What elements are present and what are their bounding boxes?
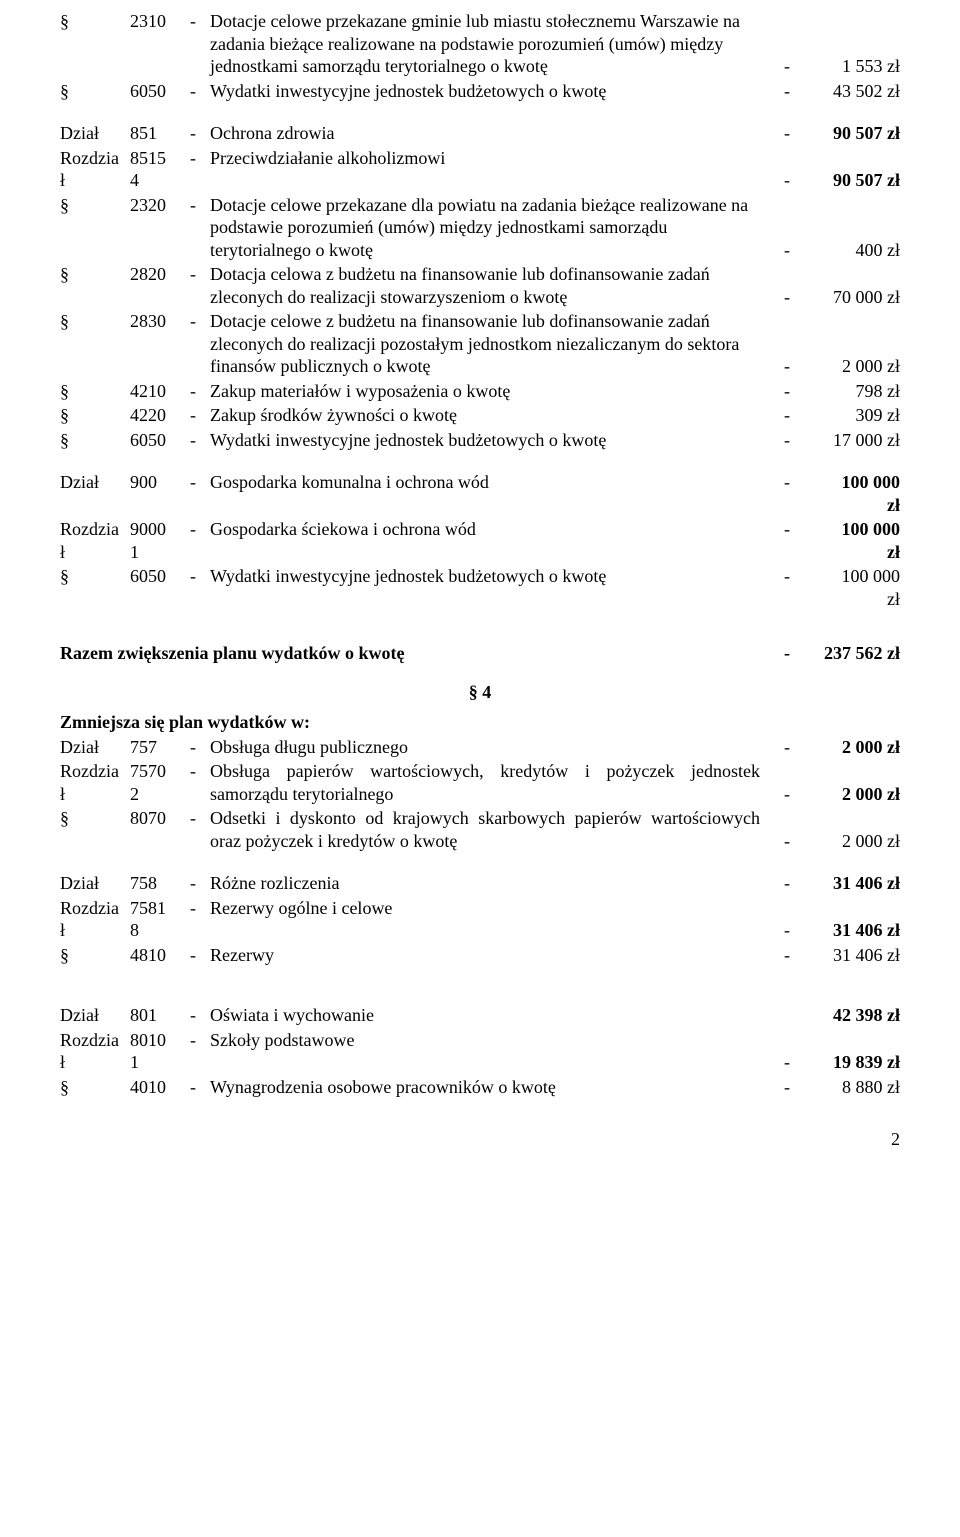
budget-row: Rozdział90001-Gospodarka ściekowa i ochr… bbox=[60, 518, 900, 563]
budget-row: §4810-Rezerwy-31 406 zł bbox=[60, 944, 900, 967]
budget-row: §4220-Zakup środków żywności o kwotę-309… bbox=[60, 404, 900, 427]
budget-row: §8070-Odsetki i dyskonto od krajowych sk… bbox=[60, 807, 900, 852]
zmniejsza-heading: Zmniejsza się plan wydatków w: bbox=[60, 711, 900, 734]
budget-row: §6050-Wydatki inwestycyjne jednostek bud… bbox=[60, 80, 900, 103]
budget-row: Rozdział75702-Obsługa papierów wartościo… bbox=[60, 760, 900, 805]
paragraph-4-heading: § 4 bbox=[60, 681, 900, 704]
budget-row: Rozdział85154-Przeciwdziałanie alkoholiz… bbox=[60, 147, 900, 192]
budget-row: Rozdział75818-Rezerwy ogólne i celowe-31… bbox=[60, 897, 900, 942]
budget-row: §6050-Wydatki inwestycyjne jednostek bud… bbox=[60, 429, 900, 452]
budget-row: Dział851-Ochrona zdrowia-90 507 zł bbox=[60, 122, 900, 145]
budget-row: §4010-Wynagrodzenia osobowe pracowników … bbox=[60, 1076, 900, 1099]
total-row: Razem zwiększenia planu wydatków o kwotę… bbox=[60, 642, 900, 665]
budget-row: Dział758-Różne rozliczenia-31 406 zł bbox=[60, 872, 900, 895]
page-number: 2 bbox=[60, 1128, 900, 1151]
budget-row: Dział757-Obsługa długu publicznego-2 000… bbox=[60, 736, 900, 759]
budget-row: Dział900-Gospodarka komunalna i ochrona … bbox=[60, 471, 900, 516]
budget-row: §2320-Dotacje celowe przekazane dla powi… bbox=[60, 194, 900, 262]
budget-row: §2830-Dotacje celowe z budżetu na finans… bbox=[60, 310, 900, 378]
budget-row: Rozdział80101-Szkoły podstawowe-19 839 z… bbox=[60, 1029, 900, 1074]
budget-row: §2310-Dotacje celowe przekazane gminie l… bbox=[60, 10, 900, 78]
budget-row: Dział801-Oświata i wychowanie42 398 zł bbox=[60, 1004, 900, 1027]
budget-row: §4210-Zakup materiałów i wyposażenia o k… bbox=[60, 380, 900, 403]
budget-row: §6050-Wydatki inwestycyjne jednostek bud… bbox=[60, 565, 900, 610]
budget-row: §2820-Dotacja celowa z budżetu na finans… bbox=[60, 263, 900, 308]
